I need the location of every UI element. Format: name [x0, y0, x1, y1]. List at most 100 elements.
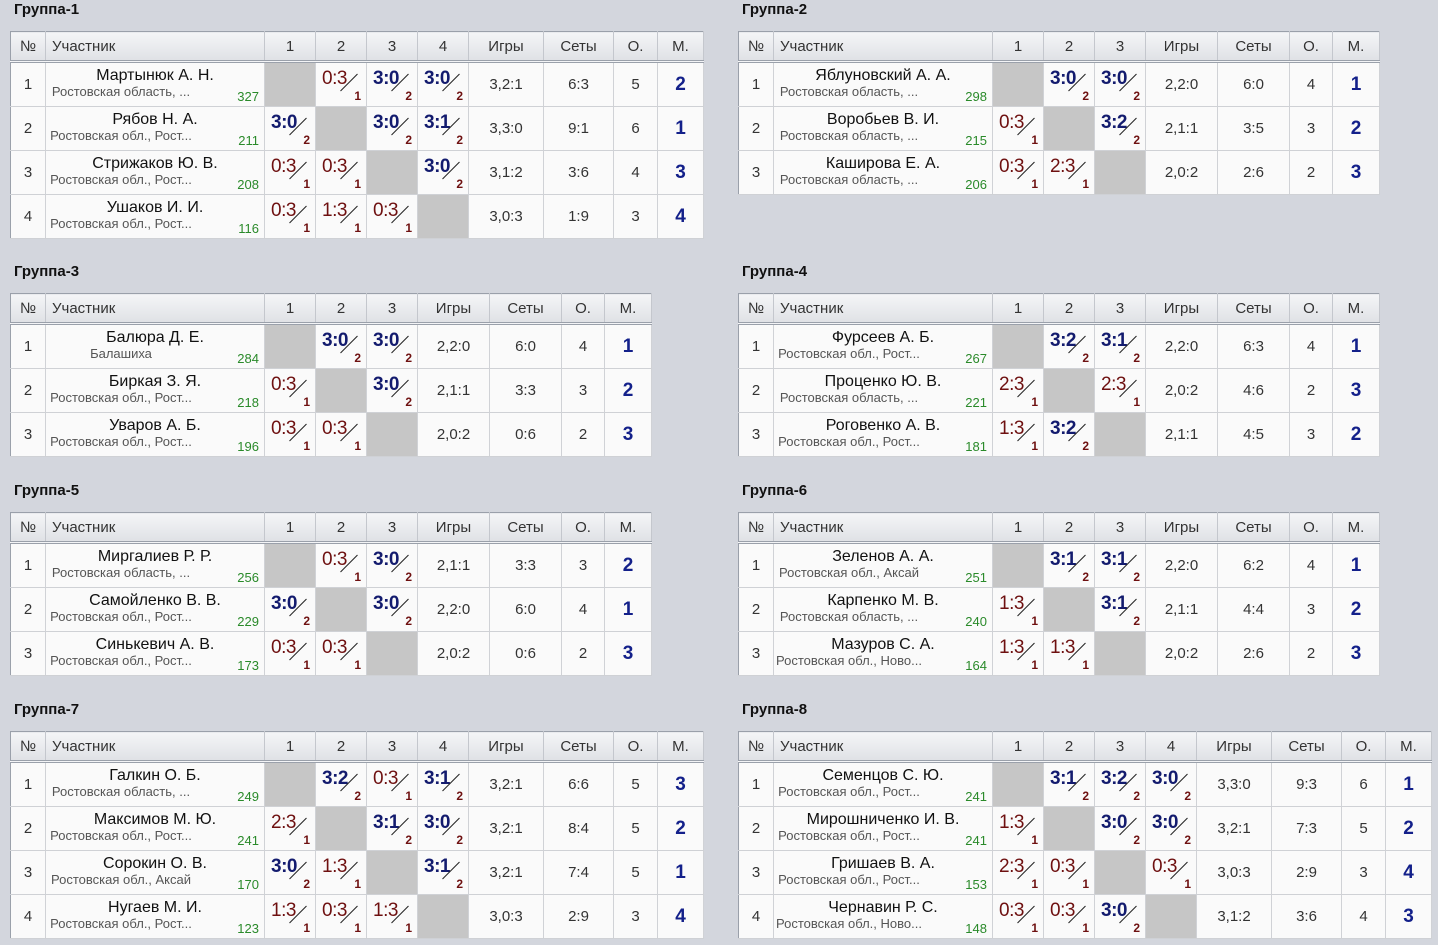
table-row[interactable]: 4 Чернавин Р. С. Ростовская обл., Ново... 1…	[738, 894, 1432, 939]
match-result-cell[interactable]: 3:1 2	[1094, 542, 1146, 588]
match-result-cell[interactable]: 1:3 1	[992, 587, 1044, 632]
match-result-cell[interactable]: 3:0 2	[366, 61, 418, 107]
match-result-cell[interactable]: 3:0 2	[1043, 61, 1095, 107]
col-header-points[interactable]: О.	[1289, 512, 1333, 544]
match-result-cell[interactable]: 1:3 1	[315, 194, 367, 239]
match-result-cell[interactable]: 3:1 2	[417, 106, 469, 151]
table-row[interactable]: 3 Роговенко А. В. Ростовская обл., Рост...…	[738, 412, 1380, 457]
match-result-cell[interactable]: 3:2 2	[1094, 106, 1146, 151]
match-result-cell[interactable]: 0:3 1	[315, 412, 367, 457]
table-row[interactable]: 1 Яблуновский А. А. Ростовская область, ..…	[738, 61, 1380, 107]
col-header-participant[interactable]: Участник	[773, 293, 993, 325]
participant-cell[interactable]: Гришаев В. А. Ростовская обл., Рост... 153	[773, 850, 993, 895]
col-header-opponent[interactable]: 3	[366, 31, 418, 63]
col-header-opponent[interactable]: 1	[992, 31, 1044, 63]
col-header-sets[interactable]: Сеты	[543, 31, 614, 63]
player-name[interactable]: Уваров А. Б.	[109, 417, 201, 434]
col-header-participant[interactable]: Участник	[773, 31, 993, 63]
match-result-cell[interactable]: 1:3 1	[992, 412, 1044, 457]
col-header-games[interactable]: Игры	[1196, 731, 1272, 763]
table-row[interactable]: 1 Фурсеев А. Б. Ростовская обл., Рост... 26…	[738, 323, 1380, 369]
player-name[interactable]: Мартынюк А. Н.	[96, 67, 214, 84]
participant-cell[interactable]: Миргалиев Р. Р. Ростовская область, ... 25…	[45, 542, 265, 588]
col-header-opponent[interactable]: 3	[366, 731, 418, 763]
match-result-cell[interactable]: 3:0 2	[264, 587, 316, 632]
col-header-num[interactable]: №	[10, 293, 46, 325]
player-name[interactable]: Миргалиев Р. Р.	[97, 548, 213, 565]
table-row[interactable]: 4 Ушаков И. И. Ростовская обл., Рост... 116…	[10, 194, 704, 239]
col-header-opponent[interactable]: 1	[992, 293, 1044, 325]
col-header-points[interactable]: О.	[561, 293, 605, 325]
col-header-games[interactable]: Игры	[417, 512, 490, 544]
match-result-cell[interactable]: 2:3 1	[992, 850, 1044, 895]
match-result-cell[interactable]: 3:1 2	[417, 761, 469, 807]
col-header-points[interactable]: О.	[1289, 31, 1333, 63]
col-header-sets[interactable]: Сеты	[1217, 31, 1290, 63]
player-name[interactable]: Биркая З. Я.	[108, 373, 202, 390]
col-header-opponent[interactable]: 2	[315, 731, 367, 763]
match-result-cell[interactable]: 2:3 1	[1043, 150, 1095, 195]
match-result-cell[interactable]: 1:3 1	[992, 631, 1044, 676]
col-header-opponent[interactable]: 2	[1043, 31, 1095, 63]
match-result-cell[interactable]: 0:3 1	[366, 194, 418, 239]
player-name[interactable]: Яблуновский А. А.	[815, 67, 951, 84]
col-header-opponent[interactable]: 4	[417, 731, 469, 763]
table-row[interactable]: 3 Уваров А. Б. Ростовская обл., Рост... 196…	[10, 412, 652, 457]
col-header-place[interactable]: М.	[1332, 31, 1380, 63]
match-result-cell[interactable]: 3:1 2	[1094, 323, 1146, 369]
player-name[interactable]: Гришаев В. А.	[831, 855, 935, 872]
participant-cell[interactable]: Максимов М. Ю. Ростовская обл., Рост... 24…	[45, 806, 265, 851]
col-header-opponent[interactable]: 3	[366, 293, 418, 325]
player-name[interactable]: Чернавин Р. С.	[828, 899, 938, 916]
col-header-place[interactable]: М.	[604, 512, 652, 544]
match-result-cell[interactable]: 3:0 2	[366, 323, 418, 369]
match-result-cell[interactable]: 3:0 2	[1094, 61, 1146, 107]
player-name[interactable]: Роговенко А. В.	[825, 417, 941, 434]
participant-cell[interactable]: Проценко Ю. В. Ростовская область, ... 221	[773, 368, 993, 413]
col-header-place[interactable]: М.	[604, 293, 652, 325]
table-row[interactable]: 1 Мартынюк А. Н. Ростовская область, ... 32…	[10, 61, 704, 107]
participant-cell[interactable]: Нугаев М. И. Ростовская обл., Рост... 123	[45, 894, 265, 939]
match-result-cell[interactable]: 0:3 1	[992, 106, 1044, 151]
match-result-cell[interactable]: 0:3 1	[315, 542, 367, 588]
participant-cell[interactable]: Ушаков И. И. Ростовская обл., Рост... 116	[45, 194, 265, 239]
participant-cell[interactable]: Мирошниченко И. В. Ростовская обл., Рост.…	[773, 806, 993, 851]
match-result-cell[interactable]: 1:3 1	[315, 850, 367, 895]
col-header-place[interactable]: М.	[1332, 293, 1380, 325]
table-row[interactable]: 3 Мазуров С. А. Ростовская обл., Ново... 16…	[738, 631, 1380, 676]
col-header-opponent[interactable]: 1	[264, 31, 316, 63]
col-header-num[interactable]: №	[10, 512, 46, 544]
col-header-opponent[interactable]: 4	[417, 31, 469, 63]
match-result-cell[interactable]: 1:3 1	[1043, 631, 1095, 676]
match-result-cell[interactable]: 2:3 1	[992, 368, 1044, 413]
participant-cell[interactable]: Карпенко М. В. Ростовская область, ... 240	[773, 587, 993, 632]
col-header-opponent[interactable]: 3	[366, 512, 418, 544]
table-row[interactable]: 3 Гришаев В. А. Ростовская обл., Рост... 15…	[738, 850, 1432, 895]
col-header-opponent[interactable]: 3	[1094, 293, 1146, 325]
col-header-place[interactable]: М.	[1332, 512, 1380, 544]
participant-cell[interactable]: Уваров А. Б. Ростовская обл., Рост... 196	[45, 412, 265, 457]
match-result-cell[interactable]: 3:2 2	[1043, 412, 1095, 457]
player-name[interactable]: Зеленов А. А.	[832, 548, 934, 565]
participant-cell[interactable]: Синькевич А. В. Ростовская обл., Рост... 1…	[45, 631, 265, 676]
col-header-opponent[interactable]: 3	[1094, 31, 1146, 63]
player-name[interactable]: Стрижаков Ю. В.	[92, 155, 218, 172]
col-header-points[interactable]: О.	[1341, 731, 1386, 763]
match-result-cell[interactable]: 0:3 1	[264, 412, 316, 457]
col-header-opponent[interactable]: 2	[1043, 512, 1095, 544]
col-header-num[interactable]: №	[10, 731, 46, 763]
table-row[interactable]: 1 Балюра Д. Е. Балашиха 284 3:0 2 3:0 2 2,2:0 6:0…	[10, 323, 652, 369]
col-header-games[interactable]: Игры	[468, 31, 544, 63]
col-header-opponent[interactable]: 2	[1043, 293, 1095, 325]
table-row[interactable]: 2 Самойленко В. В. Ростовская обл., Рост..…	[10, 587, 652, 632]
match-result-cell[interactable]: 0:3 1	[264, 368, 316, 413]
col-header-points[interactable]: О.	[1289, 293, 1333, 325]
table-row[interactable]: 2 Проценко Ю. В. Ростовская область, ... 22…	[738, 368, 1380, 413]
player-name[interactable]: Мазуров С. А.	[831, 636, 935, 653]
col-header-opponent[interactable]: 3	[1094, 731, 1146, 763]
match-result-cell[interactable]: 0:3 1	[992, 150, 1044, 195]
col-header-participant[interactable]: Участник	[773, 731, 993, 763]
match-result-cell[interactable]: 3:0 2	[417, 806, 469, 851]
participant-cell[interactable]: Сорокин О. В. Ростовская обл., Аксай 170	[45, 850, 265, 895]
match-result-cell[interactable]: 1:3 1	[366, 894, 418, 939]
